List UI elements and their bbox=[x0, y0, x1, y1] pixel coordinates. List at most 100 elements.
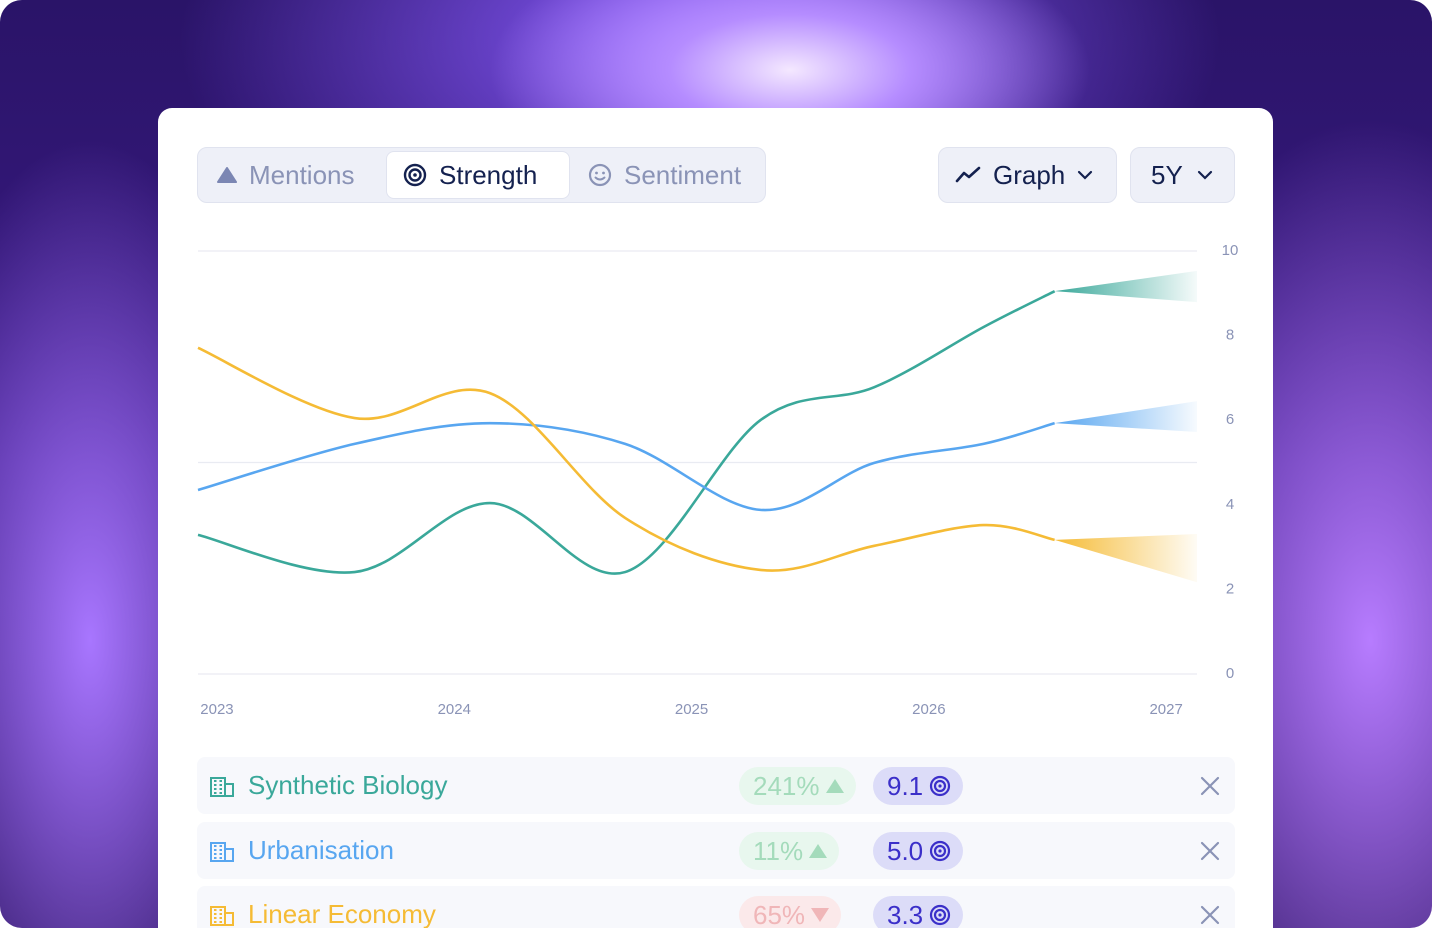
tab[interactable]: Mentions bbox=[201, 151, 385, 199]
y-tick-label: 10 bbox=[1222, 242, 1239, 259]
icon-part bbox=[930, 840, 951, 862]
icon-part bbox=[219, 849, 222, 851]
icon-part bbox=[210, 777, 226, 797]
tab-group: Mentions Strength Sentiment bbox=[197, 147, 766, 203]
icon-part bbox=[219, 788, 222, 790]
icon-part bbox=[214, 921, 217, 923]
x-tick-label: 2024 bbox=[438, 701, 471, 718]
series-line bbox=[197, 421, 1055, 512]
topic-row[interactable]: Synthetic Biology 241% 9.1 bbox=[197, 757, 1235, 814]
icon-part bbox=[938, 913, 942, 917]
change-arrow bbox=[811, 908, 830, 922]
remove-button[interactable] bbox=[1200, 776, 1220, 796]
topic-icon bbox=[210, 777, 234, 797]
icon-part bbox=[219, 792, 222, 794]
change-arrow bbox=[825, 779, 844, 793]
icon-part bbox=[214, 917, 217, 919]
icon-part bbox=[224, 848, 234, 862]
icon-part bbox=[214, 853, 217, 855]
topic-icon bbox=[210, 842, 234, 862]
score-icon bbox=[930, 904, 951, 926]
icon-part bbox=[214, 913, 217, 915]
change-arrow bbox=[809, 844, 828, 858]
x-tick-label: 2027 bbox=[1149, 701, 1182, 718]
tab-icon bbox=[588, 163, 612, 187]
icon-part bbox=[219, 853, 222, 855]
tab[interactable]: Sentiment bbox=[572, 151, 762, 199]
change-pill: 241% bbox=[739, 767, 856, 805]
range-label: 5Y bbox=[1151, 159, 1183, 190]
icon-part bbox=[930, 904, 951, 926]
icon-part bbox=[219, 913, 222, 915]
tab[interactable]: Strength bbox=[386, 151, 570, 199]
series-line bbox=[197, 290, 1056, 575]
change-value: 11% bbox=[753, 835, 804, 866]
change-value: 65% bbox=[753, 899, 806, 928]
forecast-cone bbox=[1054, 401, 1197, 433]
score-pill: 9.1 bbox=[873, 767, 964, 805]
y-tick-label: 2 bbox=[1226, 580, 1234, 597]
icon-part bbox=[930, 775, 951, 797]
change-pill: 11% bbox=[739, 832, 840, 870]
change-pill: 65% bbox=[739, 896, 842, 928]
score-pill: 5.0 bbox=[873, 832, 964, 870]
forecast-cone bbox=[1054, 533, 1197, 583]
topic-icon bbox=[210, 906, 234, 926]
topic-row[interactable]: Linear Economy 65% 3.3 bbox=[197, 886, 1235, 928]
icon-part bbox=[214, 784, 217, 786]
icon-part bbox=[219, 921, 222, 923]
y-tick-label: 6 bbox=[1226, 411, 1234, 428]
x-tick-label: 2025 bbox=[675, 701, 708, 718]
topic-name: Synthetic Biology bbox=[248, 770, 448, 800]
icon-part bbox=[210, 842, 226, 862]
score-pill: 3.3 bbox=[873, 896, 964, 928]
icon-part bbox=[214, 909, 217, 911]
icon-part bbox=[938, 849, 942, 853]
icon-part bbox=[214, 780, 217, 782]
icon-part bbox=[219, 780, 222, 782]
icon-part bbox=[219, 917, 222, 919]
tab-label: Strength bbox=[439, 159, 538, 190]
range-dropdown[interactable]: 5Y bbox=[1130, 147, 1235, 203]
score-value: 3.3 bbox=[887, 899, 924, 928]
x-tick-label: 2026 bbox=[912, 701, 945, 718]
graph-icon bbox=[955, 166, 981, 183]
icon-part bbox=[214, 849, 217, 851]
remove-button[interactable] bbox=[1200, 905, 1220, 925]
topic-name: Urbanisation bbox=[248, 835, 394, 865]
icon-part bbox=[934, 908, 947, 922]
view-dropdown[interactable]: Graph bbox=[938, 147, 1117, 203]
series-line bbox=[197, 346, 1055, 572]
icon-part bbox=[934, 779, 947, 793]
chevron bbox=[1078, 170, 1093, 180]
icon-part bbox=[224, 912, 234, 926]
tab-label: Sentiment bbox=[624, 159, 742, 190]
icon-part bbox=[938, 784, 942, 788]
tab-icon bbox=[217, 167, 237, 183]
icon-part bbox=[219, 857, 222, 859]
icon-part bbox=[210, 906, 226, 926]
icon-part bbox=[214, 792, 217, 794]
topic-name: Linear Economy bbox=[248, 899, 436, 928]
score-value: 9.1 bbox=[887, 770, 924, 801]
icon-part bbox=[214, 857, 217, 859]
icon-part bbox=[219, 845, 222, 847]
icon-part bbox=[214, 788, 217, 790]
change-value: 241% bbox=[753, 770, 820, 801]
y-tick-label: 8 bbox=[1226, 327, 1234, 344]
icon-part bbox=[219, 909, 222, 911]
topic-row[interactable]: Urbanisation 11% 5.0 bbox=[197, 822, 1235, 879]
icon-part bbox=[224, 783, 234, 797]
remove-button[interactable] bbox=[1200, 841, 1220, 861]
x-tick-label: 2023 bbox=[200, 701, 233, 718]
icon-part bbox=[219, 784, 222, 786]
score-icon bbox=[930, 840, 951, 862]
forecast-cone bbox=[1054, 270, 1197, 303]
chart: 0 2 4 6 8 10 2023 2024 2025 2026 2027 bbox=[197, 242, 1239, 718]
icon-part bbox=[214, 845, 217, 847]
tab-icon bbox=[403, 163, 427, 187]
icon-part bbox=[934, 844, 947, 858]
score-value: 5.0 bbox=[887, 835, 924, 866]
